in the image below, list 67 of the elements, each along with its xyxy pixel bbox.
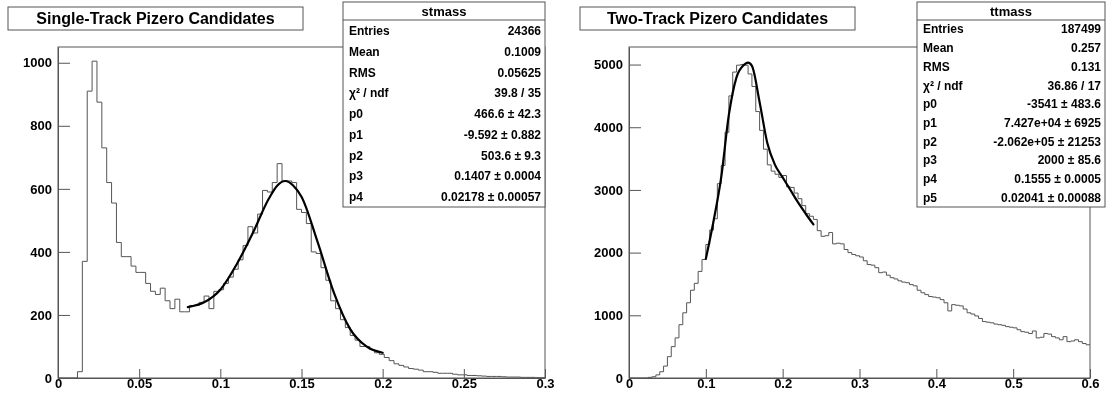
text: Entries bbox=[923, 22, 965, 37]
line-series bbox=[704, 61, 815, 260]
annotation: Mean bbox=[923, 41, 954, 56]
annotation: p3 bbox=[349, 169, 364, 184]
x-tick-label: 0.15 bbox=[289, 375, 315, 391]
text: stmass bbox=[421, 4, 467, 19]
y-tick-label: 400 bbox=[30, 244, 52, 260]
annotation: p0 bbox=[349, 107, 364, 122]
x-tick-label: 0.2 bbox=[374, 375, 393, 391]
annotation: p1 bbox=[349, 127, 364, 142]
x-tick-label: 0.1 bbox=[211, 375, 230, 391]
annotation: 7.427e+04 ± 6925 bbox=[1003, 115, 1102, 130]
annotation: 466.6 ± 42.3 bbox=[474, 107, 542, 122]
y-tick-label: 5000 bbox=[594, 57, 623, 73]
x-tick-label: 0.3 bbox=[536, 375, 555, 391]
annotation: 2000 ± 85.6 bbox=[1037, 153, 1102, 168]
x-tick-label: 0.25 bbox=[451, 375, 477, 391]
annotation: 0.1009 bbox=[504, 44, 542, 59]
annotation: -2.062e+05 ± 21253 bbox=[993, 134, 1102, 149]
annotation: RMS bbox=[349, 65, 376, 80]
x-tick-label: 0.6 bbox=[1081, 375, 1100, 391]
text: 24366 bbox=[507, 23, 542, 38]
x-tick-label: 0.05 bbox=[127, 375, 153, 391]
annotation: p4 bbox=[349, 190, 364, 205]
y-tick-label: 800 bbox=[30, 118, 52, 134]
chart-title: Single-Track Pizero Candidates bbox=[36, 10, 275, 27]
annotation: 0.05625 bbox=[497, 65, 542, 80]
x-tick-label: 0.2 bbox=[774, 375, 793, 391]
chart-title: Two-Track Pizero Candidates bbox=[606, 10, 829, 27]
annotation: p4 bbox=[923, 172, 938, 187]
annotation: -3541 ± 483.6 bbox=[1027, 97, 1102, 112]
x-tick-label: 0.4 bbox=[927, 375, 947, 391]
text: Entries bbox=[349, 23, 391, 38]
annotation: 0.257 bbox=[1070, 41, 1102, 56]
text: ttmass bbox=[990, 4, 1032, 19]
annotation: Mean bbox=[349, 44, 380, 59]
text: 187499 bbox=[1060, 22, 1102, 37]
annotation: 0.1407 ± 0.0004 bbox=[454, 169, 542, 184]
y-tick-label: 600 bbox=[30, 181, 52, 197]
y-tick-label: 200 bbox=[30, 307, 52, 323]
annotation: χ² / ndf bbox=[349, 86, 390, 101]
annotation: χ² / ndf bbox=[923, 78, 964, 93]
x-tick-label: 0.3 bbox=[850, 375, 870, 391]
y-tick-label: 2000 bbox=[594, 245, 623, 261]
annotation: 0.131 bbox=[1070, 59, 1102, 74]
annotation: 503.6 ± 9.3 bbox=[481, 148, 542, 163]
annotation: RMS bbox=[923, 59, 950, 74]
annotation: p0 bbox=[923, 97, 938, 112]
x-tick-label: 0 bbox=[54, 375, 63, 391]
annotation: p5 bbox=[923, 190, 938, 205]
annotation: 0.02178 ± 0.00057 bbox=[440, 190, 542, 205]
annotation: p1 bbox=[923, 115, 938, 130]
annotation: p2 bbox=[349, 148, 364, 163]
annotation: p2 bbox=[923, 134, 938, 149]
annotation: p3 bbox=[923, 153, 938, 168]
x-tick-label: 0 bbox=[625, 375, 634, 391]
x-tick-label: 0.1 bbox=[697, 375, 716, 391]
annotation: 0.1555 ± 0.0005 bbox=[1014, 172, 1102, 187]
y-tick-label: 1000 bbox=[23, 55, 52, 71]
y-tick-label: 1000 bbox=[594, 307, 623, 323]
x-tick-label: 0.5 bbox=[1004, 375, 1023, 391]
annotation: -9.592 ± 0.882 bbox=[463, 127, 542, 142]
y-tick-label: 4000 bbox=[594, 119, 623, 135]
annotation: 0.02041 ± 0.00088 bbox=[1000, 190, 1102, 205]
y-tick-label: 3000 bbox=[594, 182, 623, 198]
annotation: 36.86 / 17 bbox=[1047, 78, 1102, 93]
annotation: 39.8 / 35 bbox=[494, 86, 542, 101]
